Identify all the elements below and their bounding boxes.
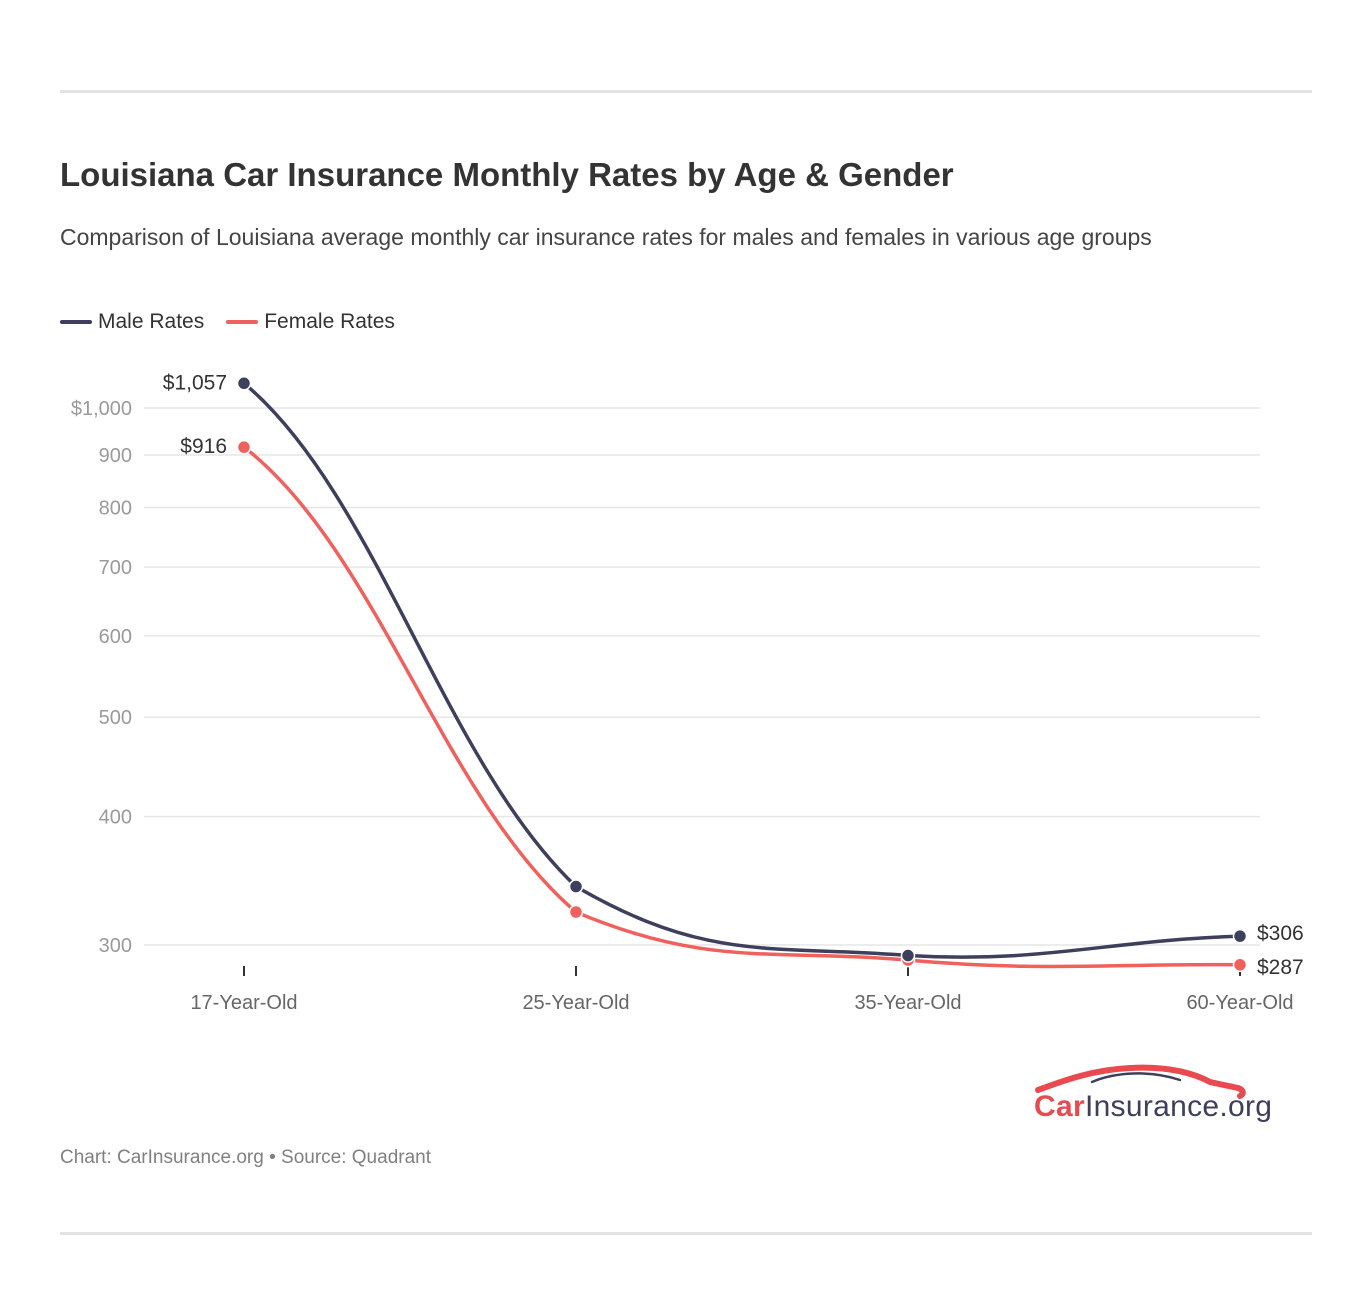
legend-item-female[interactable]: Female Rates	[226, 310, 395, 334]
logo-rest: Insurance.org	[1084, 1090, 1273, 1123]
legend-swatch-female	[226, 320, 259, 324]
data-point-female	[236, 439, 252, 455]
grid-layer	[144, 407, 1260, 946]
data-label-layer: $1,057 $916 $306 $287	[163, 371, 1304, 978]
y-tick-label: 900	[99, 445, 132, 467]
logo-brand: Car	[1034, 1090, 1085, 1123]
data-label-female-60: $287	[1257, 956, 1304, 979]
y-tick-label: 400	[99, 807, 132, 829]
data-label-female-17: $916	[180, 435, 227, 458]
chart-legend: Male Rates Female Rates	[60, 310, 417, 334]
data-label-male-60: $306	[1257, 922, 1304, 945]
chart-source-credit: Chart: CarInsurance.org • Source: Quadra…	[60, 1147, 432, 1168]
series-line-female	[242, 445, 1242, 969]
y-tick-label: 600	[99, 626, 132, 648]
x-tick-label: 25-Year-Old	[522, 992, 629, 1014]
legend-label-male: Male Rates	[98, 310, 205, 333]
x-axis-ticks: 17-Year-Old 25-Year-Old 35-Year-Old 60-Year…	[190, 966, 1294, 1014]
legend-swatch-male	[60, 320, 92, 324]
y-tick-label: 800	[99, 498, 132, 520]
x-tick-label: 35-Year-Old	[854, 992, 961, 1014]
data-label-male-17: $1,057	[163, 371, 227, 394]
legend-label-female: Female Rates	[264, 310, 395, 333]
car-silhouette-icon	[1035, 1064, 1246, 1099]
y-axis-ticks: $1,000 900 800 700 600 500 400 300	[71, 398, 132, 957]
x-tick-label: 17-Year-Old	[190, 992, 297, 1014]
data-point-female	[1232, 957, 1248, 973]
carinsurance-logo[interactable]: CarInsurance.org	[1030, 1060, 1290, 1130]
top-divider	[60, 90, 1312, 93]
legend-item-male[interactable]: Male Rates	[60, 310, 204, 334]
data-point-male	[236, 376, 252, 391]
chart-subtitle: Comparison of Louisiana average monthly …	[60, 224, 1152, 250]
series-line-male	[242, 381, 1242, 959]
data-point-male	[900, 948, 916, 963]
data-point-male	[1232, 928, 1248, 944]
chart-title: Louisiana Car Insurance Monthly Rates by…	[60, 156, 954, 193]
x-tick-label: 60-Year-Old	[1186, 992, 1293, 1014]
y-tick-label: $1,000	[71, 398, 132, 420]
point-layer	[236, 376, 1248, 973]
logo-text: CarInsurance.org	[1034, 1090, 1272, 1124]
data-point-male	[568, 879, 584, 894]
series-layer	[242, 381, 1242, 969]
y-tick-label: 700	[99, 557, 132, 579]
bottom-divider	[60, 1232, 1312, 1235]
y-tick-label: 500	[99, 707, 132, 729]
y-tick-label: 300	[99, 935, 132, 957]
data-point-female	[568, 904, 584, 920]
